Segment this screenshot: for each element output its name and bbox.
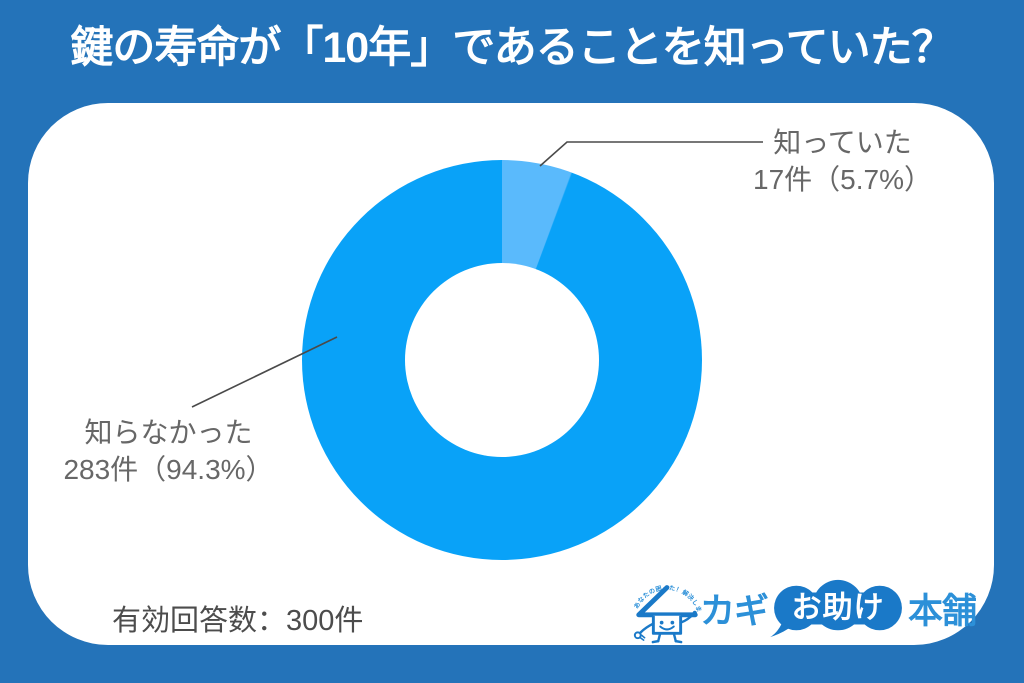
logo-text-honpo: 本舗 — [908, 591, 977, 631]
logo-text-kagi: カギ — [700, 591, 769, 631]
mascot-roof — [636, 585, 698, 618]
mascot-body — [651, 615, 683, 635]
callout-knew: 知っていた 17件（5.7%） — [720, 124, 965, 198]
page-title: 鍵の寿命が「10年」であることを知っていた？ — [70, 24, 954, 72]
mascot-key-teeth — [638, 634, 646, 641]
callout-knew-value: 17件（5.7%） — [753, 164, 932, 195]
sample-size-label: 有効回答数：300件 — [112, 605, 364, 637]
house-mascot-icon: あなたの困った！解決します — [628, 570, 703, 644]
mascot-arm-left — [639, 622, 655, 634]
donut-hole — [405, 263, 599, 457]
infographic-card: 知っていた 17件（5.7%） 知らなかった 283件（94.3%） 有効回答数… — [28, 103, 994, 645]
callout-knew-label: 知っていた — [773, 127, 912, 158]
mascot-arm-right — [679, 612, 695, 624]
logo-text-otasuke: お助け — [792, 592, 885, 625]
mascot-eye-right — [670, 620, 675, 625]
mascot-key — [633, 631, 642, 640]
callout-unknown-label: 知らなかった — [84, 417, 253, 448]
callout-unknown: 知らなかった 283件（94.3%） — [46, 414, 291, 488]
bubble-tail — [770, 623, 792, 638]
mascot-feet — [651, 639, 683, 644]
mascot-smile — [659, 625, 675, 631]
brand-logo: あなたの困った！解決します カギ お助け 本舗 — [628, 570, 977, 645]
logo-speech-bubble: お助け — [770, 579, 902, 638]
mascot-eye-left — [659, 620, 664, 625]
mascot-hand-right — [692, 610, 697, 616]
callout-unknown-value: 283件（94.3%） — [63, 454, 274, 485]
donut-chart — [302, 160, 702, 560]
mascot-legs — [657, 632, 677, 643]
